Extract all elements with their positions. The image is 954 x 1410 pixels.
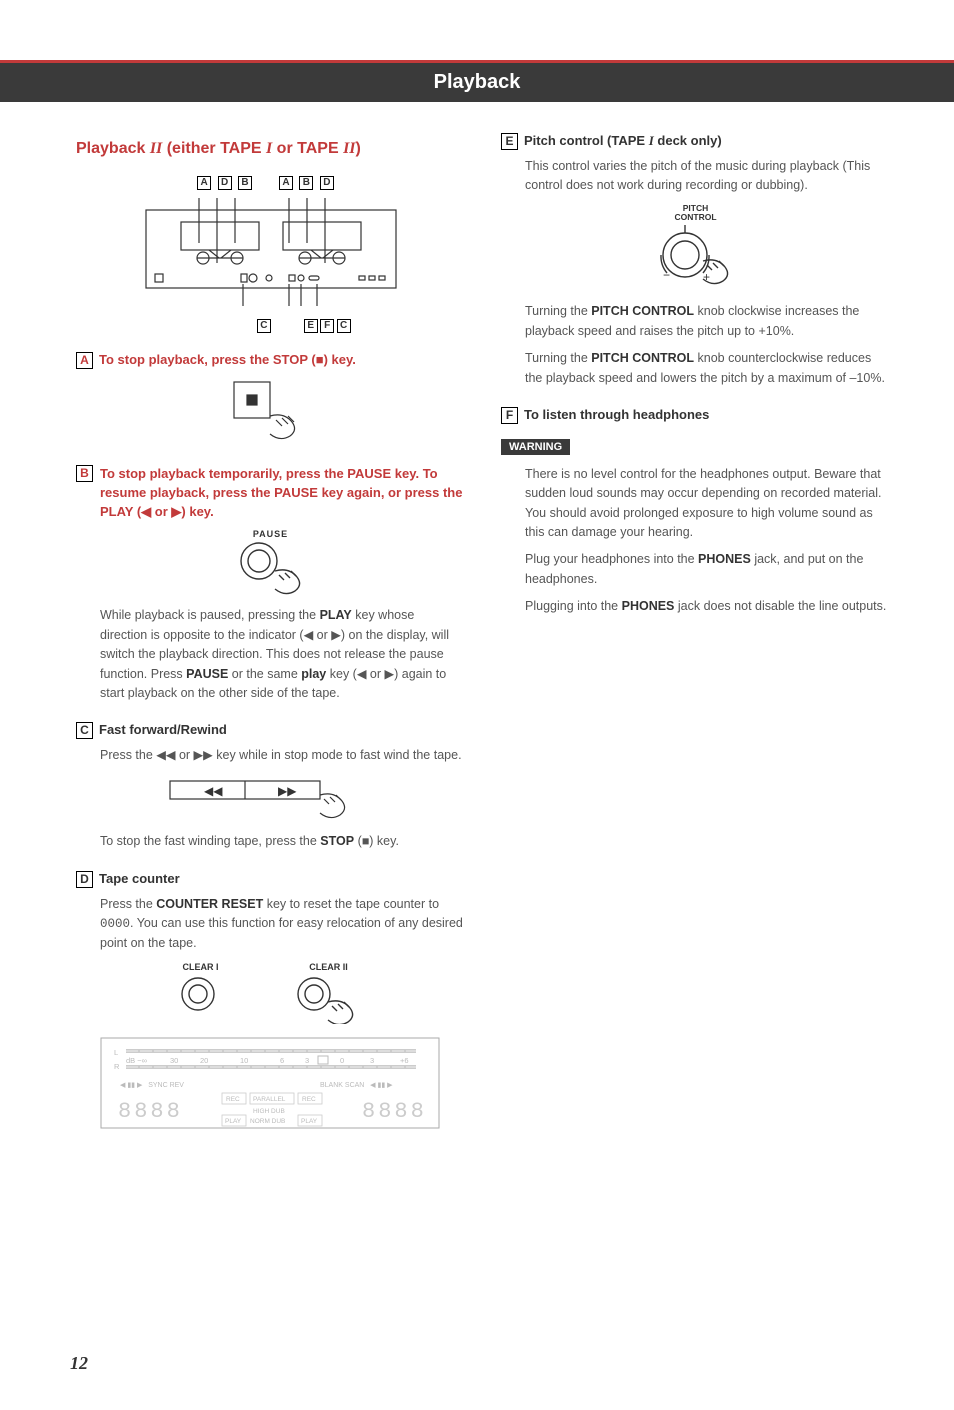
svg-text:PLAY: PLAY	[301, 1118, 318, 1125]
svg-text:▶▶: ▶▶	[278, 784, 297, 798]
step-A-title: A To stop playback, press the STOP (■) ke…	[76, 351, 465, 370]
pitch-knob-diagram: PITCHCONTROL − +	[501, 204, 890, 297]
svg-text:8888: 8888	[362, 1099, 427, 1124]
step-B-body: While playback is paused, pressing the P…	[100, 606, 465, 703]
label-A1: A	[197, 176, 211, 190]
playback-section-title: Playback II (either TAPE I or TAPE II)	[76, 140, 465, 158]
step-A-text: To stop playback, press the STOP (■) key…	[99, 352, 356, 367]
title-mid2: or TAPE	[272, 140, 343, 157]
label-F: F	[320, 319, 334, 333]
svg-text:8888: 8888	[118, 1099, 183, 1124]
step-E-body2: Turning the PITCH CONTROL knob clockwise…	[525, 302, 890, 341]
svg-text:REC: REC	[302, 1096, 316, 1103]
page-header: Playback	[0, 60, 954, 102]
svg-text:NORM DUB: NORM DUB	[250, 1118, 285, 1125]
title-pre: Playback	[76, 140, 150, 157]
letterbox-D: D	[76, 871, 93, 888]
clear2-label: CLEAR II	[294, 962, 364, 972]
svg-text:dB −∞: dB −∞	[126, 1056, 147, 1065]
step-B-title: B To stop playback temporarily, press the…	[76, 465, 465, 522]
label-B2: B	[299, 176, 313, 190]
svg-text:PLAY: PLAY	[225, 1118, 242, 1125]
svg-text:HIGH DUB: HIGH DUB	[253, 1108, 285, 1115]
step-D-text: Tape counter	[99, 871, 180, 886]
page-number: 12	[70, 1353, 88, 1374]
deck-diagram	[76, 198, 465, 313]
label-A2: A	[279, 176, 293, 190]
step-E-title: E Pitch control (TAPE I deck only)	[501, 132, 890, 151]
stop-button-diagram	[76, 378, 465, 447]
left-column: Playback II (either TAPE I or TAPE II) A…	[76, 132, 465, 1140]
step-E-body3: Turning the PITCH CONTROL knob countercl…	[525, 349, 890, 388]
letterbox-E: E	[501, 133, 518, 150]
svg-text:◀◀: ◀◀	[204, 784, 223, 798]
pitch-label: PITCHCONTROL	[501, 204, 890, 222]
svg-text:BLANK SCAN ◀ ▮▮ ▶: BLANK SCAN ◀ ▮▮ ▶	[320, 1082, 393, 1089]
clear1-label: CLEAR I	[178, 962, 224, 972]
pause-button-diagram: PAUSE	[76, 529, 465, 600]
letterbox-C: C	[76, 722, 93, 739]
warning-text: There is no level control for the headph…	[525, 465, 890, 543]
svg-text:6: 6	[280, 1056, 284, 1065]
svg-text:30: 30	[170, 1056, 178, 1065]
label-C2: C	[337, 319, 351, 333]
clear-1: CLEAR I	[178, 962, 224, 1023]
step-F-body2: Plugging into the PHONES jack does not d…	[525, 597, 890, 616]
svg-text:3: 3	[370, 1056, 374, 1065]
title-mid: (either TAPE	[162, 140, 266, 157]
step-D-title: D Tape counter	[76, 870, 465, 889]
title-ital-3: II	[343, 140, 355, 157]
svg-text:L: L	[114, 1048, 118, 1057]
svg-text:20: 20	[200, 1056, 208, 1065]
step-C-body: Press the ◀◀ or ▶▶ key while in stop mod…	[100, 746, 465, 765]
letterbox-F: F	[501, 407, 518, 424]
meter-display-diagram: LR dB −∞ 30 20 10 6 3 0 3 +6	[100, 1037, 465, 1134]
deck-bottom-labels: C E F C	[76, 315, 465, 333]
svg-text:PARALLEL: PARALLEL	[253, 1096, 286, 1103]
step-C-title: C Fast forward/Rewind	[76, 721, 465, 740]
label-E: E	[304, 319, 318, 333]
deck-top-labels: A D B A B D	[66, 172, 465, 190]
pause-label: PAUSE	[76, 529, 465, 539]
step-C-body2: To stop the fast winding tape, press the…	[100, 832, 465, 851]
svg-text:REC: REC	[226, 1096, 240, 1103]
svg-text:◀ ▮▮ ▶ SYNC REV: ◀ ▮▮ ▶ SYNC REV	[120, 1082, 184, 1089]
step-D-body: Press the COUNTER RESET key to reset the…	[100, 895, 465, 954]
right-column: E Pitch control (TAPE I deck only) This c…	[501, 132, 890, 1140]
content-columns: Playback II (either TAPE I or TAPE II) A…	[0, 102, 954, 1140]
letterbox-A: A	[76, 352, 93, 369]
label-C1: C	[257, 319, 271, 333]
letterbox-B: B	[76, 465, 93, 482]
svg-text:10: 10	[240, 1056, 248, 1065]
step-E-body1: This control varies the pitch of the mus…	[525, 157, 890, 196]
title-ital-1: II	[150, 140, 162, 157]
svg-text:3: 3	[305, 1056, 309, 1065]
title-post: )	[356, 140, 361, 157]
label-B1: B	[238, 176, 252, 190]
svg-text:R: R	[114, 1062, 120, 1071]
label-D2: D	[320, 176, 334, 190]
ffwd-diagram: ◀◀ ▶▶	[76, 773, 465, 826]
svg-text:+6: +6	[400, 1056, 409, 1065]
label-D1: D	[218, 176, 232, 190]
svg-text:−: −	[663, 268, 670, 282]
step-B-text: To stop playback temporarily, press the …	[100, 465, 465, 522]
step-F-text: To listen through headphones	[524, 407, 709, 422]
clear-buttons-diagram: CLEAR I CLEAR II	[76, 962, 465, 1029]
step-E-text: Pitch control (TAPE I deck only)	[524, 133, 722, 148]
clear-2: CLEAR II	[294, 962, 364, 1029]
step-F-body1: Plug your headphones into the PHONES jac…	[525, 550, 890, 589]
svg-text:0: 0	[340, 1056, 344, 1065]
step-F-title: F To listen through headphones	[501, 406, 890, 425]
step-C-text: Fast forward/Rewind	[99, 722, 227, 737]
warning-badge: WARNING	[501, 439, 570, 455]
